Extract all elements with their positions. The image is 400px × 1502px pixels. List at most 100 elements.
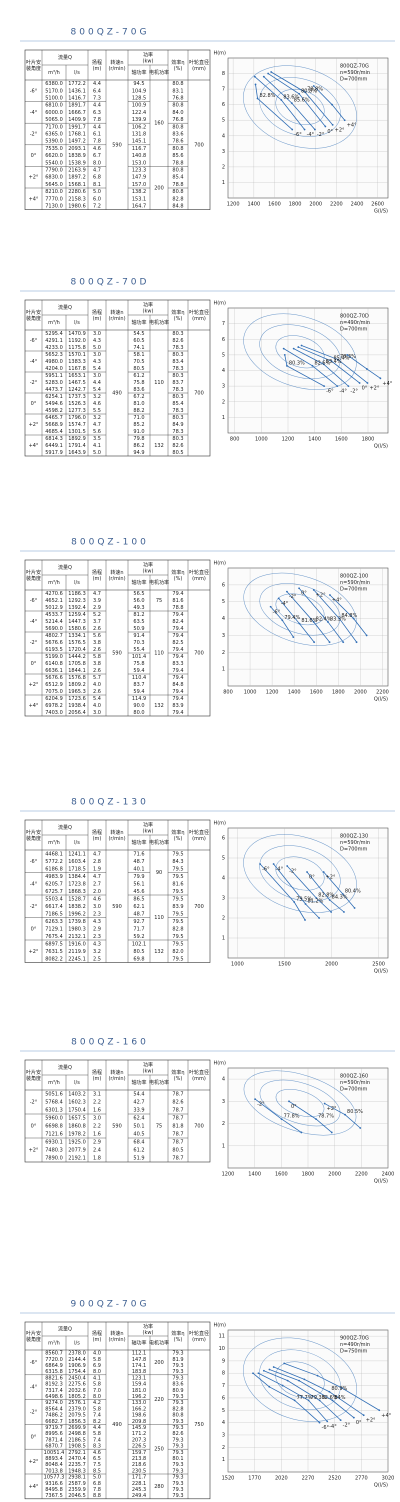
table-cell: 6620.0 — [45, 153, 63, 159]
curve-angle-label: 0° — [327, 129, 333, 135]
table-cell: 2119.9 — [68, 949, 86, 955]
table-cell: 54.4 — [133, 1092, 144, 1098]
table-cell: 1754.4 — [68, 1369, 86, 1375]
table-cell: 1772.2 — [68, 81, 86, 87]
hq-point — [339, 1419, 342, 1422]
table-cell: 79.3 — [172, 1437, 183, 1443]
x-axis-title: Q(l/S) — [374, 1179, 388, 1185]
hq-point — [293, 901, 296, 903]
hq-point — [291, 128, 294, 131]
y-tick-label: 9 — [222, 1358, 225, 1364]
table-cell: 1965.3 — [68, 689, 86, 695]
table-cell: 40.1 — [133, 866, 144, 872]
efficiency-contour — [243, 572, 357, 646]
x-tick-label: 1600 — [310, 690, 323, 696]
efficiency-label: 83.6% — [283, 95, 299, 101]
efficiency-contour — [259, 1349, 341, 1410]
table-cell: 106.2 — [132, 124, 146, 130]
table-cell: 7317.4 — [45, 1388, 63, 1394]
table-cell: 6.5 — [93, 1456, 101, 1462]
y-tick-label: 4 — [222, 1077, 225, 1083]
table-cell: 1860.8 — [68, 1124, 86, 1130]
efficiency-label: 82.6% — [322, 1395, 338, 1401]
table-cell: 6301.3 — [45, 1108, 63, 1114]
table-cell: 1175.8 — [68, 345, 86, 351]
table-cell: 1528.7 — [68, 896, 86, 902]
table-cell: 2077.9 — [68, 1148, 86, 1154]
table-cell: 5214.4 — [45, 619, 63, 625]
hq-point — [328, 1390, 331, 1393]
table-cell: 1750.4 — [68, 1108, 86, 1114]
y-tick-label: 3 — [222, 384, 225, 390]
table-cell: 83.9 — [172, 904, 183, 910]
table-cell: 80.8 — [172, 124, 183, 130]
table-cell: 83.1 — [172, 88, 183, 94]
table-cell: 59.4 — [133, 689, 144, 695]
x-tick-label: 2000 — [328, 1172, 341, 1178]
table-cell: 2235.7 — [68, 1462, 86, 1468]
efficiency-label: 82.8% — [260, 93, 276, 99]
table-cell: 82.8 — [172, 926, 183, 932]
motor-cell: 75 — [156, 598, 162, 604]
table-cell: 81.6 — [172, 598, 183, 604]
table-cell: 181.0 — [132, 1388, 146, 1394]
table-cell: 5.0 — [93, 1475, 101, 1481]
table-cell: 5100.0 — [45, 96, 63, 102]
table-cell: 5.7 — [93, 675, 101, 681]
table-cell: 2046.5 — [68, 1493, 86, 1499]
table-cell: 80.5 — [172, 450, 183, 456]
angle-cell: -2° — [30, 640, 38, 646]
speed-cell: 590 — [112, 1124, 122, 1130]
table-cell: 6810.0 — [45, 103, 63, 109]
table-cell: 6682.7 — [45, 1419, 63, 1425]
table-cell: 4.4 — [93, 124, 101, 130]
table-cell: 116.7 — [132, 146, 146, 152]
table-cell: 48.7 — [133, 859, 144, 865]
hq-point — [268, 1368, 271, 1371]
table-cell: 1186.3 — [68, 591, 86, 597]
curve-angle-label: 0° — [309, 875, 315, 881]
table-cell: 5917.9 — [45, 450, 63, 456]
table-cell: 60.5 — [133, 338, 144, 344]
table-cell: 1436.1 — [68, 88, 86, 94]
table-cell: 110.4 — [132, 675, 146, 681]
table-cell: 5772.2 — [45, 859, 63, 865]
table-cell: 183.8 — [132, 1369, 146, 1375]
header-cell: 效率η (%) — [171, 1069, 184, 1082]
table-cell: 1856.3 — [68, 1419, 86, 1425]
table-cell: 84.8 — [172, 682, 183, 688]
chart-note: 800QZ-100 — [340, 574, 368, 580]
table-cell: 81.9 — [172, 1357, 183, 1363]
speed-cell: 590 — [112, 142, 122, 148]
table-cell: 84.9 — [172, 422, 183, 428]
table-cell: 42.7 — [133, 1100, 144, 1106]
hq-point — [268, 1385, 271, 1388]
table-cell: 4.1 — [93, 1375, 101, 1381]
table-cell: 33.9 — [133, 1108, 144, 1114]
curve-angle-label: -6° — [273, 609, 281, 615]
table-cell: 78.8 — [172, 182, 183, 188]
table-cell: 45.6 — [133, 889, 144, 895]
table-cell: 1739.8 — [68, 919, 86, 925]
hq-point — [280, 1118, 283, 1121]
table-cell: 83.9 — [172, 703, 183, 709]
table-cell: 85.2 — [133, 422, 144, 428]
table-cell: 5960.0 — [45, 1116, 63, 1122]
table-cell: 81.0 — [133, 401, 144, 407]
table-cell: 70.5 — [133, 359, 144, 365]
hq-point — [327, 621, 329, 623]
table-cell: 1.6 — [93, 1108, 101, 1114]
table-cell: 3.7 — [93, 619, 101, 625]
table-cell: 80.3 — [172, 373, 183, 379]
header-cell: 流量Q — [58, 304, 72, 311]
angle-cell: -4° — [30, 881, 38, 887]
x-tick-label: 2270 — [302, 1476, 315, 1482]
table-cell: 83.6 — [133, 387, 144, 393]
table-cell: 7790.0 — [45, 168, 63, 174]
table-cell: 56.1 — [133, 881, 144, 887]
x-tick-label: 1800 — [302, 1172, 315, 1178]
y-tick-label: 4 — [222, 616, 225, 622]
efficiency-label: 78.3% — [340, 354, 356, 360]
table-cell: 5494.6 — [45, 401, 63, 407]
table-cell: 78.7 — [172, 1132, 183, 1138]
